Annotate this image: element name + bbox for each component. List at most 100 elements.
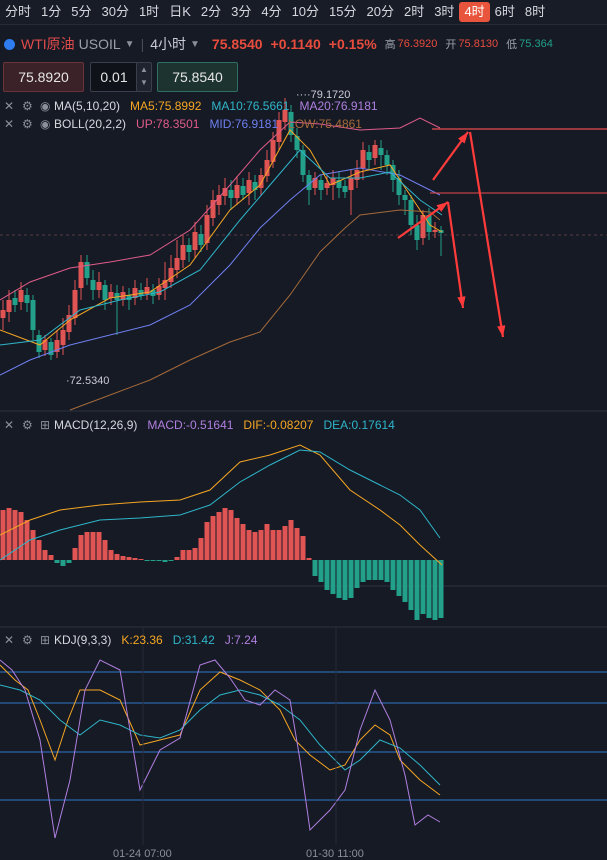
gear-icon[interactable]: ⚙ — [22, 633, 33, 647]
buy-price-button[interactable]: 75.8540 — [157, 62, 238, 92]
boll-upper-band — [0, 117, 441, 301]
macd-bar — [18, 512, 24, 560]
chevron-down-icon[interactable]: ▼ — [124, 38, 135, 50]
tab-13[interactable]: 3时 — [434, 4, 455, 19]
timeframe-tabs: 分时 1分 5分 30分 1时 日K 2分 3分 4分 10分 15分 20分 2时 3时 4时 6时 8时 — [0, 0, 607, 25]
instrument-name[interactable]: WTI原油 — [21, 36, 75, 52]
candle-body — [360, 150, 366, 168]
tab-7[interactable]: 3分 — [231, 4, 252, 19]
candle-body — [348, 178, 354, 190]
eye-icon[interactable]: ◉ — [40, 117, 51, 131]
ma5-value: MA5:75.8992 — [130, 99, 202, 113]
macd-bar — [384, 560, 390, 582]
ma20-value: MA20:76.9181 — [299, 99, 378, 113]
candle-body — [294, 136, 300, 150]
candle-body — [96, 282, 102, 290]
gear-icon[interactable]: ⚙ — [22, 99, 33, 113]
macd-bar — [132, 558, 138, 560]
macd-bar — [192, 548, 198, 560]
plus-icon[interactable]: ⊞ — [40, 418, 51, 432]
tab-4[interactable]: 1时 — [138, 4, 160, 19]
macd-bar — [60, 560, 66, 566]
tab-3[interactable]: 30分 — [101, 4, 129, 19]
tab-2[interactable]: 5分 — [71, 4, 92, 19]
tab-16[interactable]: 8时 — [524, 4, 546, 19]
candle-body — [354, 170, 360, 180]
eye-icon[interactable]: ◉ — [40, 99, 51, 113]
macd-bar — [102, 540, 108, 560]
macd-bar — [246, 530, 252, 560]
boll-middle-band — [0, 167, 441, 376]
high-value: 76.3920 — [397, 38, 438, 50]
chevron-down-icon[interactable]: ▼ — [140, 78, 148, 87]
tab-12[interactable]: 2时 — [403, 4, 425, 19]
tab-10[interactable]: 15分 — [329, 4, 357, 19]
macd-bar — [54, 560, 60, 563]
j-line — [0, 659, 441, 839]
macd-bar — [306, 558, 312, 560]
macd-bar — [30, 530, 36, 560]
candle-body — [402, 195, 408, 200]
tab-9[interactable]: 10分 — [291, 4, 320, 19]
tab-14[interactable]: 4时 — [459, 2, 490, 22]
macd-bar — [312, 560, 318, 576]
chevron-down-icon[interactable]: ▼ — [190, 38, 200, 50]
tab-1[interactable]: 1分 — [41, 4, 62, 19]
macd-bar — [390, 560, 396, 590]
macd-bar — [396, 560, 402, 596]
gear-icon[interactable]: ⚙ — [22, 418, 33, 432]
candle-body — [222, 188, 228, 196]
macd-bar — [216, 512, 222, 560]
candle-body — [246, 180, 252, 193]
instrument-code[interactable]: USOIL — [78, 36, 121, 52]
macd-bar — [300, 536, 306, 560]
close-icon[interactable]: ✕ — [4, 117, 15, 131]
macd-bar — [48, 555, 54, 560]
macd-bar — [180, 550, 186, 560]
macd-bar — [276, 530, 282, 560]
tab-11[interactable]: 20分 — [366, 4, 394, 19]
gear-icon[interactable]: ⚙ — [22, 117, 33, 131]
macd-bar — [42, 550, 48, 560]
close-icon[interactable]: ✕ — [4, 99, 15, 113]
macd-bar — [234, 518, 240, 560]
quantity-stepper[interactable]: ▲ ▼ — [136, 62, 152, 92]
chevron-up-icon[interactable]: ▲ — [140, 65, 148, 74]
candle-body — [252, 182, 258, 190]
macd-bar — [420, 560, 426, 614]
tab-0[interactable]: 分时 — [5, 4, 32, 19]
candle-body — [54, 340, 60, 352]
macd-bar — [66, 560, 72, 563]
d-line — [0, 684, 441, 786]
macd-bar — [144, 560, 150, 561]
tab-6[interactable]: 2分 — [200, 4, 222, 19]
tab-15[interactable]: 6时 — [494, 4, 515, 19]
arrow-down-head — [497, 325, 506, 337]
candle-body — [432, 230, 438, 232]
timeframe-selector[interactable]: 4小时 — [150, 36, 187, 52]
arrow-down — [468, 131, 505, 338]
tab-8[interactable]: 4分 — [261, 4, 282, 19]
macd-bar — [126, 557, 132, 560]
candle-body — [132, 288, 138, 298]
ma-legend: ✕ ⚙ ◉ MA(5,10,20) MA5:75.8992 MA10:76.56… — [0, 97, 388, 115]
candle-body — [12, 298, 18, 305]
divider: | — [140, 36, 145, 52]
plus-icon[interactable]: ⊞ — [40, 633, 51, 647]
high-marker: ····79.1720 — [296, 89, 350, 101]
dea-line — [0, 449, 441, 561]
macd-bar — [282, 526, 288, 560]
macd-bar — [258, 530, 264, 560]
candle-body — [300, 150, 306, 175]
close-icon[interactable]: ✕ — [4, 418, 15, 432]
macd-bar — [168, 560, 174, 561]
tab-5[interactable]: 日K — [169, 4, 191, 19]
low-label: 低 — [506, 39, 518, 51]
sell-price-button[interactable]: 75.8920 — [3, 62, 84, 92]
candle-body — [30, 300, 36, 330]
candle-body — [204, 215, 210, 243]
candle-body — [336, 180, 342, 188]
last-price: 75.8540 — [211, 36, 263, 52]
close-icon[interactable]: ✕ — [4, 633, 15, 647]
